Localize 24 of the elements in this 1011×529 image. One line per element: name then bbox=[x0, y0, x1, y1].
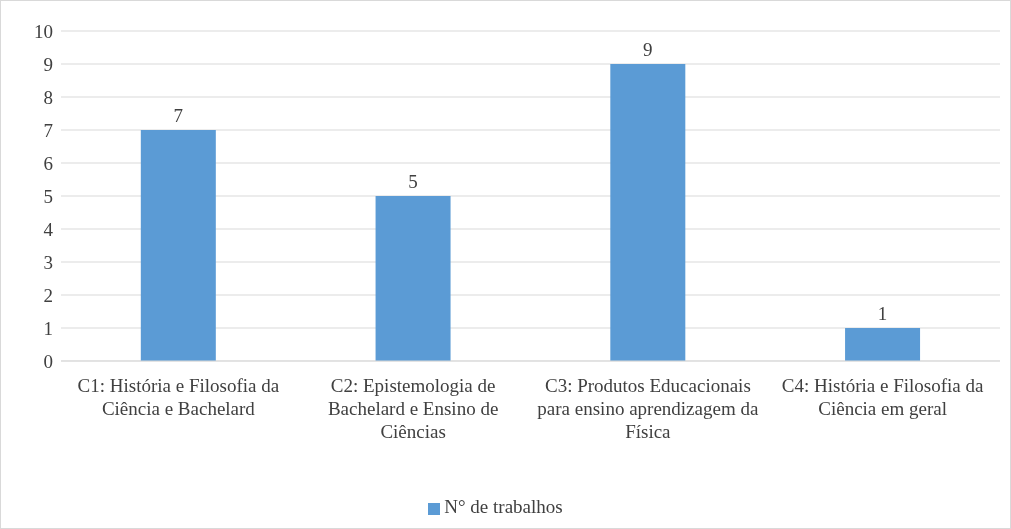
y-tick-label: 1 bbox=[43, 317, 53, 339]
y-tick-label: 4 bbox=[43, 218, 54, 240]
data-label: 9 bbox=[643, 39, 653, 60]
y-tick-label: 0 bbox=[43, 350, 53, 372]
y-tick-label: 10 bbox=[34, 20, 53, 42]
y-tick-label: 6 bbox=[43, 152, 53, 174]
y-tick-label: 3 bbox=[43, 251, 53, 273]
x-tick-label: C2: Epistemologia de Bachelard e Ensino de Ciências bbox=[327, 375, 499, 442]
y-tick-label: 8 bbox=[43, 86, 53, 108]
data-label: 5 bbox=[408, 171, 418, 192]
bar bbox=[610, 64, 686, 361]
y-tick-label: 7 bbox=[43, 119, 53, 141]
bar bbox=[140, 130, 216, 361]
data-label: 7 bbox=[173, 105, 184, 126]
legend-label: N° de trabalhos bbox=[444, 496, 563, 517]
bar bbox=[845, 328, 921, 361]
y-tick-label: 2 bbox=[43, 284, 53, 306]
x-tick-label: C1: História e Filosofia da Ciência e Bachelard bbox=[77, 375, 280, 419]
y-tick-label: 9 bbox=[43, 53, 53, 75]
x-tick-label: C4: História e Filosofia da Ciência em geral bbox=[781, 375, 984, 419]
x-tick-label: C3: Produtos Educacionais para ensino aprendizagem da Física bbox=[537, 375, 759, 442]
y-tick-label: 5 bbox=[43, 185, 53, 207]
bar bbox=[375, 196, 451, 361]
data-label: 1 bbox=[877, 303, 888, 324]
